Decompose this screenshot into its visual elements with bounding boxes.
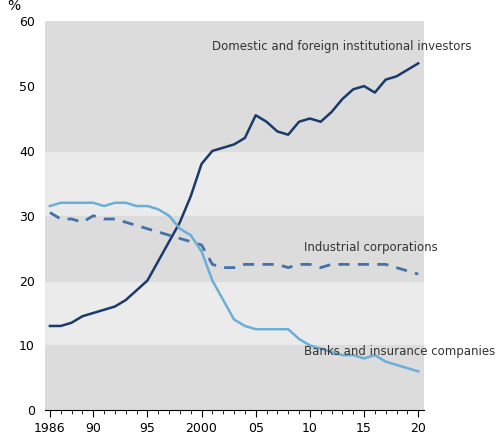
Y-axis label: %: %: [8, 0, 20, 13]
Bar: [44, 216, 424, 281]
Bar: [44, 345, 424, 410]
Bar: [44, 21, 424, 86]
Text: Domestic and foreign institutional investors: Domestic and foreign institutional inves…: [212, 40, 472, 53]
Bar: [44, 86, 424, 151]
Text: Banks and insurance companies: Banks and insurance companies: [304, 345, 496, 358]
Text: Industrial corporations: Industrial corporations: [304, 241, 438, 255]
